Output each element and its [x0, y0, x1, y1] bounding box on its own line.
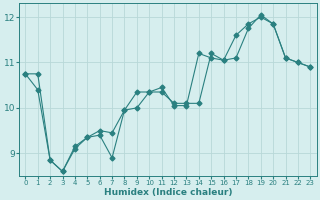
X-axis label: Humidex (Indice chaleur): Humidex (Indice chaleur) [104, 188, 232, 197]
